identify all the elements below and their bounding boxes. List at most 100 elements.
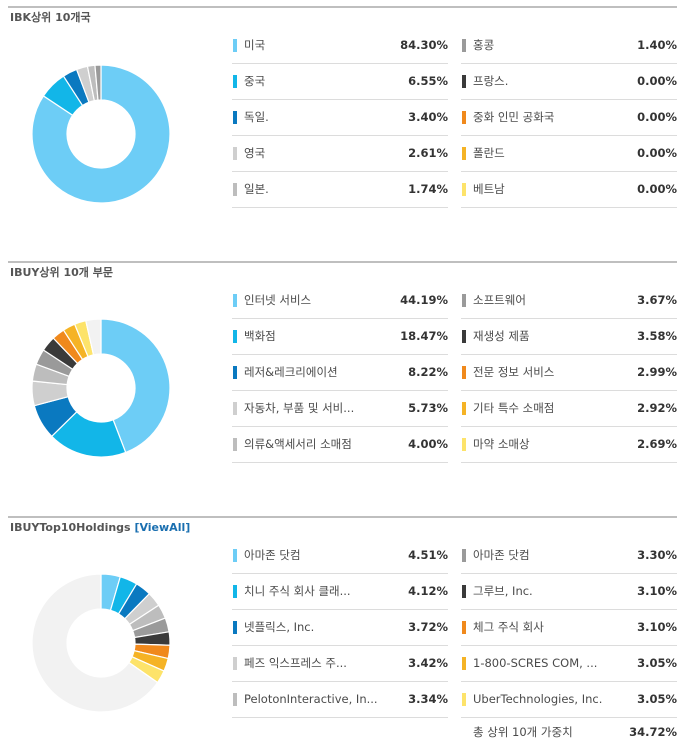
color-swatch [233, 75, 237, 88]
donut-slice [31, 64, 171, 204]
color-swatch [462, 549, 466, 562]
table-column-right: 홍콩 1.40% 프랑스. 0.00% 중화 인민 공화국 0.00% 폴란드 0.00% 베트… [461, 28, 677, 208]
row-name: 1-800-SCRES COM, ... [473, 656, 598, 670]
row-name: 인터넷 서비스 [244, 293, 312, 307]
total-percent: 34.72% [629, 725, 677, 739]
table-row: 레저&레크리에이션 8.22% [232, 355, 448, 391]
row-percent: 2.99% [637, 365, 677, 379]
table-row: 아마존 닷컴 4.51% [232, 538, 448, 574]
color-swatch [233, 366, 237, 379]
table-row: 넷플릭스, Inc. 3.72% [232, 610, 448, 646]
row-name: 아마존 닷컴 [244, 548, 301, 562]
table-row: 베트남 0.00% [461, 172, 677, 208]
table-row: 아마존 닷컴 3.30% [461, 538, 677, 574]
row-percent: 0.00% [637, 146, 677, 160]
section-countries: IBK상위 10개국 [8, 6, 677, 28]
color-swatch [462, 402, 466, 415]
row-name: 백화점 [244, 329, 276, 343]
table-row: 1-800-SCRES COM, ... 3.05% [461, 646, 677, 682]
row-percent: 3.42% [408, 656, 448, 670]
row-percent: 1.40% [637, 38, 677, 52]
donut-slice-remainder [85, 318, 102, 356]
color-swatch [233, 549, 237, 562]
table-column-left: 인터넷 서비스 44.19% 백화점 18.47% 레저&레크리에이션 8.22% 자동차,… [232, 283, 448, 463]
section-sectors: IBUY상위 10개 부문 [8, 261, 677, 283]
row-percent: 3.40% [408, 110, 448, 124]
row-name: 소프트웨어 [473, 293, 526, 307]
table-row: 기타 특수 소매점 2.92% [461, 391, 677, 427]
row-percent: 4.00% [408, 437, 448, 451]
table-row: 그루브, Inc. 3.10% [461, 574, 677, 610]
row-percent: 0.00% [637, 182, 677, 196]
donut-slice [100, 318, 171, 454]
total-label: 총 상위 10개 가중치 [473, 725, 573, 739]
table-row: 일본. 1.74% [232, 172, 448, 208]
row-name: 베트남 [473, 182, 505, 196]
color-swatch [462, 183, 466, 196]
row-percent: 0.00% [637, 74, 677, 88]
row-name: 독일. [244, 110, 269, 124]
total-weight-row: 총 상위 10개 가중치 34.72% [461, 718, 677, 746]
table-row: 미국 84.30% [232, 28, 448, 64]
table-column-right: 아마존 닷컴 3.30% 그루브, Inc. 3.10% 체그 주식 회사 3.10% 1-… [461, 538, 677, 746]
color-swatch [462, 330, 466, 343]
table-row: 프랑스. 0.00% [461, 64, 677, 100]
color-swatch [462, 621, 466, 634]
row-name: 영국 [244, 146, 266, 160]
row-percent: 0.00% [637, 110, 677, 124]
row-percent: 4.51% [408, 548, 448, 562]
color-swatch [462, 75, 466, 88]
section-holdings: IBUYTop10Holdings [ViewAll] [8, 516, 677, 538]
table-row: 영국 2.61% [232, 136, 448, 172]
row-percent: 3.30% [637, 548, 677, 562]
row-percent: 3.58% [637, 329, 677, 343]
color-swatch [462, 39, 466, 52]
row-percent: 18.47% [400, 329, 448, 343]
row-name: 전문 정보 서비스 [473, 365, 555, 379]
row-percent: 3.05% [637, 656, 677, 670]
table-column-right: 소프트웨어 3.67% 재생성 제품 3.58% 전문 정보 서비스 2.99% 기타 특수… [461, 283, 677, 463]
row-name: 체그 주식 회사 [473, 620, 544, 634]
color-swatch [462, 294, 466, 307]
table-row: UberTechnologies, Inc. 3.05% [461, 682, 677, 718]
table-row: PelotonInteractive, In... 3.34% [232, 682, 448, 718]
row-name: 페즈 익스프레스 주... [244, 656, 347, 670]
table-row: 페즈 익스프레스 주... 3.42% [232, 646, 448, 682]
donut-slice [94, 64, 102, 101]
row-percent: 1.74% [408, 182, 448, 196]
color-swatch [233, 294, 237, 307]
view-all-link[interactable]: [ViewAll] [134, 521, 191, 534]
row-name: PelotonInteractive, In... [244, 692, 378, 706]
color-swatch [233, 438, 237, 451]
table-row: 자동차, 부품 및 서비... 5.73% [232, 391, 448, 427]
color-swatch [462, 438, 466, 451]
row-name: 의류&액세서리 소매점 [244, 437, 352, 451]
color-swatch [233, 183, 237, 196]
row-percent: 2.69% [637, 437, 677, 451]
table-row: 치니 주식 회사 클래... 4.12% [232, 574, 448, 610]
table-row: 재생성 제품 3.58% [461, 319, 677, 355]
table-row: 중화 인민 공화국 0.00% [461, 100, 677, 136]
table-row: 의류&액세서리 소매점 4.00% [232, 427, 448, 463]
row-name: 중국 [244, 74, 266, 88]
row-name: 중화 인민 공화국 [473, 110, 555, 124]
row-percent: 44.19% [400, 293, 448, 307]
row-percent: 3.10% [637, 620, 677, 634]
donut-chart-holdings [31, 573, 171, 713]
color-swatch [233, 39, 237, 52]
table-row: 독일. 3.40% [232, 100, 448, 136]
row-name: 넷플릭스, Inc. [244, 620, 315, 634]
donut-slice-remainder [31, 573, 159, 713]
table-row: 전문 정보 서비스 2.99% [461, 355, 677, 391]
row-percent: 3.10% [637, 584, 677, 598]
table-column-left: 아마존 닷컴 4.51% 치니 주식 회사 클래... 4.12% 넷플릭스, Inc.… [232, 538, 448, 718]
row-percent: 3.34% [408, 692, 448, 706]
row-percent: 2.92% [637, 401, 677, 415]
section-title: IBUYTop10Holdings [ViewAll] [8, 516, 677, 538]
table-row: 체그 주식 회사 3.10% [461, 610, 677, 646]
color-swatch [462, 147, 466, 160]
row-name: 레저&레크리에이션 [244, 365, 338, 379]
donut-chart-sectors [31, 318, 171, 458]
row-name: 기타 특수 소매점 [473, 401, 555, 415]
row-name: 일본. [244, 182, 269, 196]
